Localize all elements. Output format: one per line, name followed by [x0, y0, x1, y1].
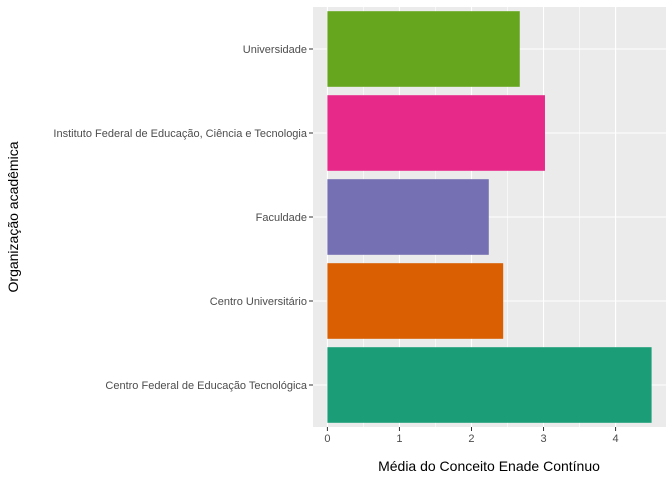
y-axis: Centro Federal de Educação Tecnológica Ce…	[53, 44, 313, 392]
x-tick-label: 2	[468, 433, 474, 445]
bar	[327, 347, 652, 423]
y-tick-label: Faculdade	[256, 212, 307, 224]
x-axis-title: Média do Conceito Enade Contínuo	[378, 458, 600, 474]
y-tick-label: Universidade	[243, 44, 307, 56]
y-tick-label: Centro Federal de Educação Tecnológica	[105, 380, 307, 392]
bar	[327, 263, 504, 339]
y-tick-label: Instituto Federal de Educação, Ciência e…	[53, 128, 307, 140]
x-tick-label: 0	[324, 433, 330, 445]
x-tick-label: 4	[613, 433, 619, 445]
y-tick-label: Centro Universitário	[210, 296, 307, 308]
bars	[327, 11, 652, 423]
bar	[327, 11, 520, 87]
y-axis-title: Organização acadêmica	[5, 141, 21, 292]
bar	[327, 179, 489, 255]
x-axis: 0 1 2 3 4	[324, 427, 619, 445]
x-tick-label: 1	[396, 433, 402, 445]
x-tick-label: 3	[540, 433, 546, 445]
bar	[327, 95, 545, 171]
